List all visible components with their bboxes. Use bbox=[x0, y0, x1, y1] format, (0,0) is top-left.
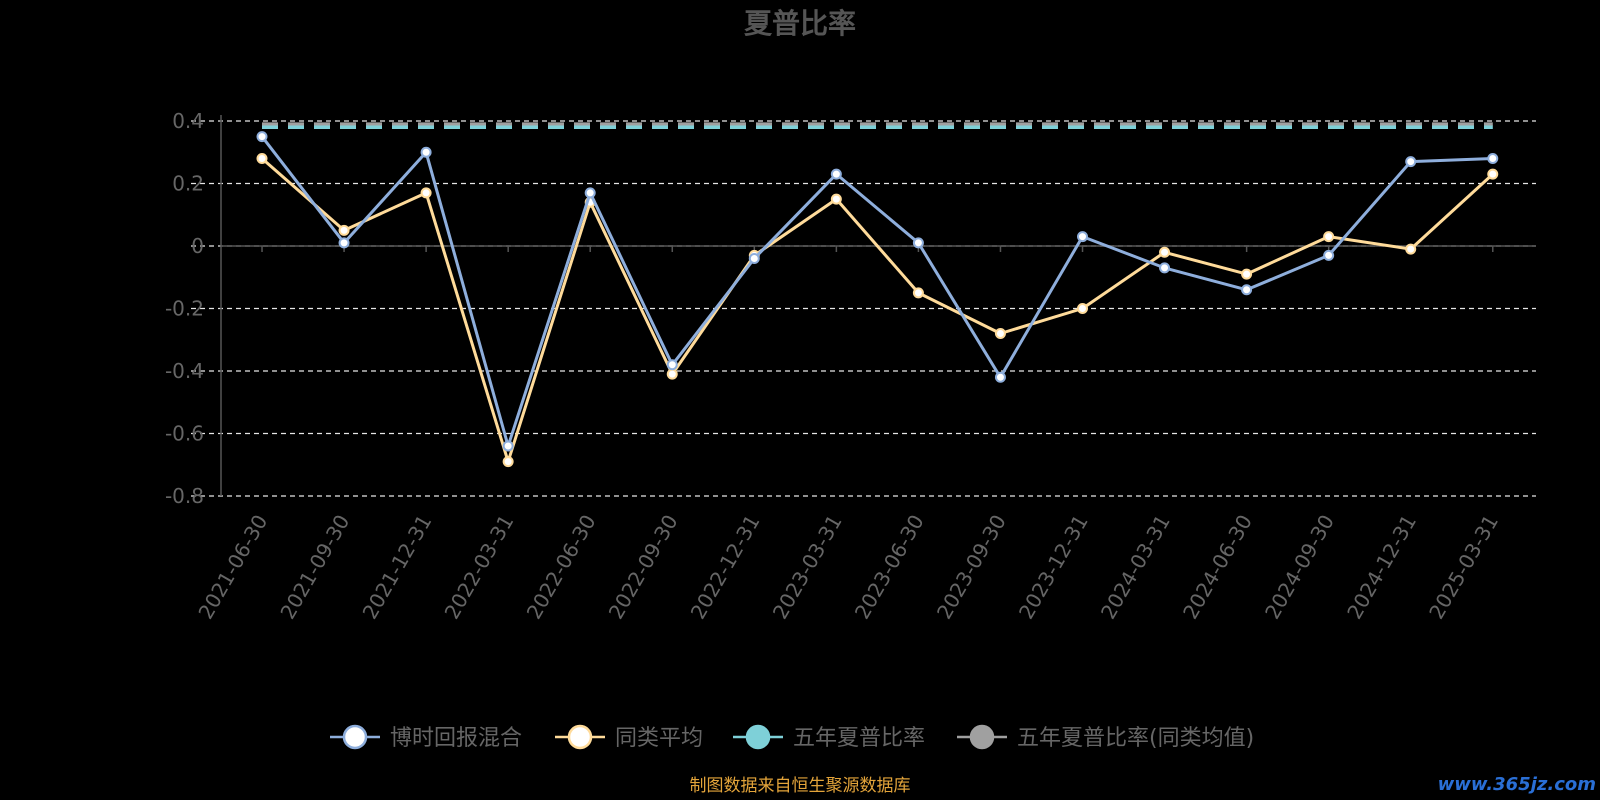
data-point bbox=[1405, 156, 1417, 168]
x-tick-label: 2023-12-31 bbox=[1014, 511, 1093, 624]
x-tick-label: 2023-06-30 bbox=[850, 511, 929, 624]
legend-marker bbox=[342, 724, 368, 750]
watermark: www.365jz.com bbox=[1438, 774, 1596, 795]
x-tick-label: 2024-12-31 bbox=[1342, 511, 1421, 624]
series-line bbox=[260, 135, 1493, 448]
legend-marker bbox=[745, 724, 771, 750]
chart-title: 夏普比率 bbox=[744, 7, 856, 40]
series-layer bbox=[256, 122, 1499, 468]
y-tick-label: -0.2 bbox=[165, 297, 204, 321]
data-point bbox=[1487, 168, 1499, 180]
legend-marker bbox=[567, 724, 593, 750]
data-point bbox=[1159, 262, 1171, 274]
x-tick-label: 2023-09-30 bbox=[932, 510, 1011, 623]
x-tick-label: 2022-06-30 bbox=[522, 511, 601, 624]
data-point bbox=[584, 187, 596, 199]
x-tick-label: 2024-03-31 bbox=[1096, 511, 1175, 624]
data-point bbox=[912, 287, 924, 299]
grid-layer bbox=[191, 120, 1536, 497]
data-point bbox=[256, 153, 268, 164]
y-tick-label: 0.2 bbox=[172, 172, 204, 196]
data-point bbox=[502, 440, 514, 452]
legend-item[interactable]: 同类平均 bbox=[555, 724, 703, 751]
data-point bbox=[1405, 243, 1417, 255]
data-point bbox=[256, 131, 268, 143]
data-point bbox=[830, 193, 842, 205]
data-point bbox=[1077, 231, 1088, 243]
x-tick-label: 2022-12-31 bbox=[686, 511, 765, 624]
x-tick-label: 2024-06-30 bbox=[1178, 511, 1257, 624]
y-tick-label: 0 bbox=[191, 234, 204, 258]
data-point bbox=[830, 168, 842, 180]
y-tick-label: -0.4 bbox=[165, 359, 204, 383]
data-point bbox=[338, 237, 350, 249]
data-point bbox=[912, 237, 924, 249]
data-point bbox=[338, 224, 350, 236]
x-tick-label: 2023-03-31 bbox=[768, 511, 847, 624]
data-point bbox=[994, 328, 1006, 339]
legend-label: 同类平均 bbox=[615, 726, 703, 751]
legend-item[interactable]: 五年夏普比率(同类均值) bbox=[957, 724, 1254, 751]
y-tick-label: -0.6 bbox=[165, 422, 204, 446]
legend-marker bbox=[969, 724, 995, 750]
x-tick-label: 2021-09-30 bbox=[275, 511, 354, 624]
source-note: 制图数据来自恒生聚源数据库 bbox=[690, 776, 911, 796]
x-tick-label: 2022-09-30 bbox=[604, 511, 683, 624]
legend[interactable]: 博时回报混合 同类平均 五年夏普比率 五年夏普比率(同类均值) bbox=[330, 724, 1254, 751]
x-tick-label: 2025-03-31 bbox=[1424, 511, 1503, 624]
data-point bbox=[748, 253, 760, 264]
x-tick-label: 2021-12-31 bbox=[358, 510, 437, 623]
legend-label: 五年夏普比率(同类均值) bbox=[1017, 726, 1254, 751]
series-line bbox=[261, 157, 1494, 464]
x-tick-label: 2024-09-30 bbox=[1260, 511, 1339, 624]
data-point bbox=[1323, 231, 1335, 243]
y-tick-label: 0.4 bbox=[172, 109, 204, 133]
data-point bbox=[666, 359, 678, 371]
data-point bbox=[666, 368, 678, 380]
legend-label: 五年夏普比率 bbox=[793, 726, 925, 751]
data-point bbox=[994, 371, 1006, 383]
x-tick-label: 2022-03-31 bbox=[440, 511, 519, 624]
data-point bbox=[1487, 153, 1499, 164]
data-point bbox=[1323, 249, 1335, 261]
data-point bbox=[1077, 303, 1088, 314]
legend-item[interactable]: 五年夏普比率 bbox=[733, 724, 925, 751]
data-point bbox=[1241, 284, 1253, 296]
y-tick-label: -0.8 bbox=[165, 484, 204, 508]
data-point bbox=[420, 146, 432, 158]
data-point bbox=[502, 456, 514, 468]
data-point bbox=[1159, 246, 1171, 258]
legend-label: 博时回报混合 bbox=[390, 726, 522, 751]
data-point bbox=[420, 187, 432, 199]
data-point bbox=[1241, 268, 1253, 280]
legend-item[interactable]: 博时回报混合 bbox=[330, 724, 522, 751]
x-tick-label: 2021-06-30 bbox=[193, 511, 272, 624]
